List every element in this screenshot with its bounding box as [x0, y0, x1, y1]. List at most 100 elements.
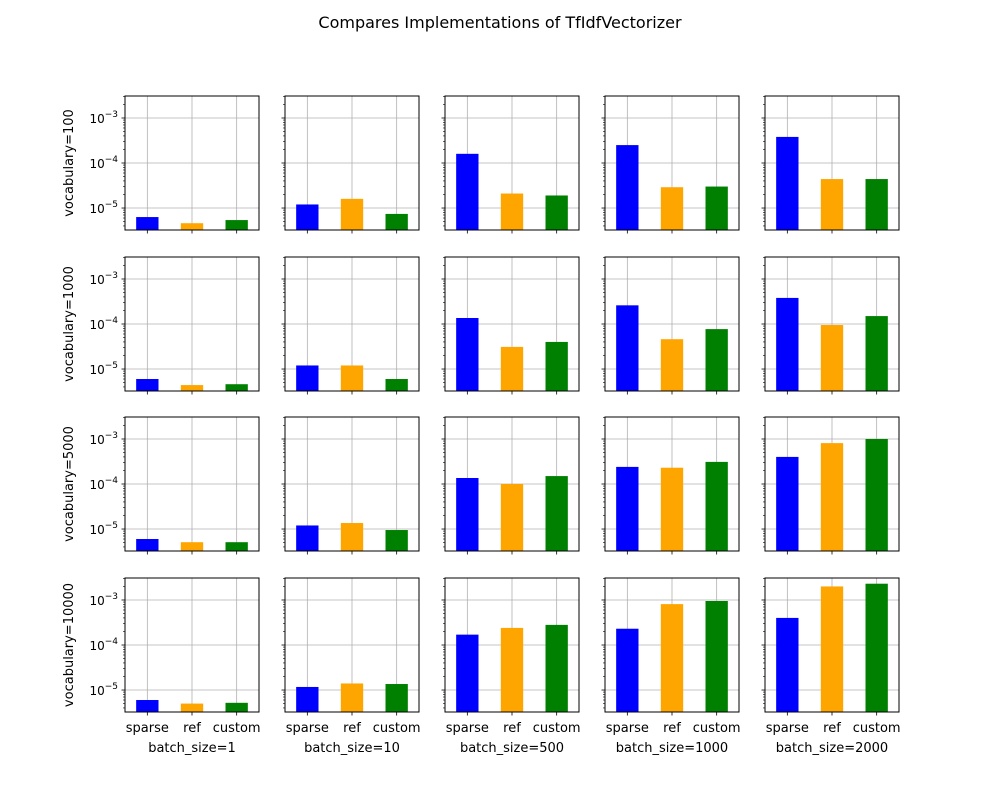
y-tick-label: 10−5	[89, 682, 118, 698]
bar-ref	[180, 385, 204, 391]
bar-ref	[660, 187, 684, 230]
bar-custom	[865, 179, 888, 230]
subplot-3-1: sparse ref custom batch_size=10	[281, 577, 421, 756]
bar-ref	[340, 365, 364, 391]
y-tick-exponent: −5	[105, 200, 118, 210]
x-tick-label: ref	[343, 721, 361, 736]
subplot-1-3	[601, 256, 740, 395]
row-label: vocabulary=10000	[62, 583, 77, 707]
bar-custom	[865, 438, 888, 551]
x-tick-label: ref	[503, 721, 521, 736]
x-tick-label: ref	[663, 721, 681, 736]
bar-custom	[545, 624, 568, 712]
subplot-3-4: sparse ref custom batch_size=2000	[761, 577, 901, 756]
bar-ref	[660, 339, 684, 391]
y-tick-label: 10−4	[89, 316, 118, 332]
x-tick-label: ref	[823, 721, 841, 736]
bar-sparse	[456, 317, 479, 391]
bar-custom	[545, 195, 568, 230]
x-tick-label: sparse	[606, 721, 649, 736]
bar-custom	[225, 702, 248, 712]
x-tick-label: custom	[373, 721, 421, 736]
y-tick-exponent: −4	[105, 637, 119, 647]
subplot-0-3	[601, 95, 740, 234]
x-tick-label: sparse	[126, 721, 169, 736]
x-tick-label: ref	[183, 721, 201, 736]
bar-sparse	[136, 539, 159, 551]
subplot-0-2	[441, 95, 580, 234]
subplot-2-2	[441, 416, 580, 555]
bar-ref	[180, 542, 204, 551]
subplot-2-4	[761, 416, 900, 555]
y-tick-label: 10−3	[89, 592, 118, 608]
y-tick-exponent: −3	[105, 110, 118, 120]
bar-sparse	[296, 686, 319, 712]
bar-sparse	[136, 700, 159, 712]
x-tick-label: sparse	[446, 721, 489, 736]
subplot-1-2	[441, 256, 580, 395]
y-tick-label: 10−3	[89, 110, 118, 126]
y-tick-exponent: −3	[105, 431, 118, 441]
bar-sparse	[616, 145, 639, 230]
bar-custom	[385, 684, 408, 712]
bar-ref	[180, 703, 204, 712]
bar-ref	[500, 346, 524, 391]
bar-sparse	[296, 365, 319, 391]
subplot-0-4	[761, 95, 900, 234]
bar-custom	[385, 379, 408, 391]
x-tick-label: custom	[533, 721, 581, 736]
bar-custom	[545, 476, 568, 551]
y-tick-exponent: −3	[105, 271, 118, 281]
bar-sparse	[776, 617, 799, 712]
subplot-2-3	[601, 416, 740, 555]
bar-custom	[385, 213, 408, 230]
x-tick-label: sparse	[766, 721, 809, 736]
bar-ref	[660, 467, 684, 551]
bar-ref	[820, 179, 844, 230]
x-tick-label: custom	[213, 721, 261, 736]
bar-sparse	[776, 297, 799, 391]
bar-ref	[660, 604, 684, 712]
y-tick-label: 10−3	[89, 431, 118, 447]
y-tick-exponent: −4	[105, 476, 119, 486]
bar-custom	[705, 600, 728, 712]
bar-sparse	[616, 466, 639, 551]
y-tick-label: 10−4	[89, 476, 118, 492]
bar-custom	[865, 583, 888, 712]
bar-custom	[705, 186, 728, 230]
subplot-1-4	[761, 256, 900, 395]
bar-custom	[705, 461, 728, 551]
subplot-1-1	[281, 256, 420, 395]
y-tick-exponent: −5	[105, 361, 118, 371]
bar-sparse	[776, 456, 799, 551]
bar-sparse	[616, 305, 639, 391]
bar-custom	[225, 220, 248, 230]
row-label: vocabulary=1000	[62, 266, 77, 382]
y-tick-label: 10−5	[89, 521, 118, 537]
x-tick-label: sparse	[286, 721, 329, 736]
subplot-0-0: 10−5 10−4 10−3 vocabulary=100	[62, 95, 260, 234]
y-tick-label: 10−3	[89, 271, 118, 287]
bar-sparse	[296, 204, 319, 230]
y-tick-label: 10−5	[89, 361, 118, 377]
bar-ref	[500, 484, 524, 551]
bar-ref	[340, 683, 364, 712]
y-tick-exponent: −5	[105, 521, 118, 531]
bar-custom	[705, 329, 728, 391]
bar-ref	[820, 443, 844, 551]
y-tick-exponent: −4	[105, 155, 119, 165]
bar-ref	[500, 193, 524, 230]
bar-sparse	[616, 628, 639, 712]
bar-custom	[545, 341, 568, 391]
x-tick-label: custom	[853, 721, 901, 736]
bar-sparse	[456, 477, 479, 551]
bar-ref	[820, 325, 844, 391]
bar-custom	[865, 316, 888, 391]
bar-sparse	[296, 525, 319, 551]
column-label: batch_size=1000	[616, 741, 728, 756]
bar-sparse	[456, 153, 479, 230]
x-tick-label: custom	[693, 721, 741, 736]
y-tick-label: 10−5	[89, 200, 118, 216]
